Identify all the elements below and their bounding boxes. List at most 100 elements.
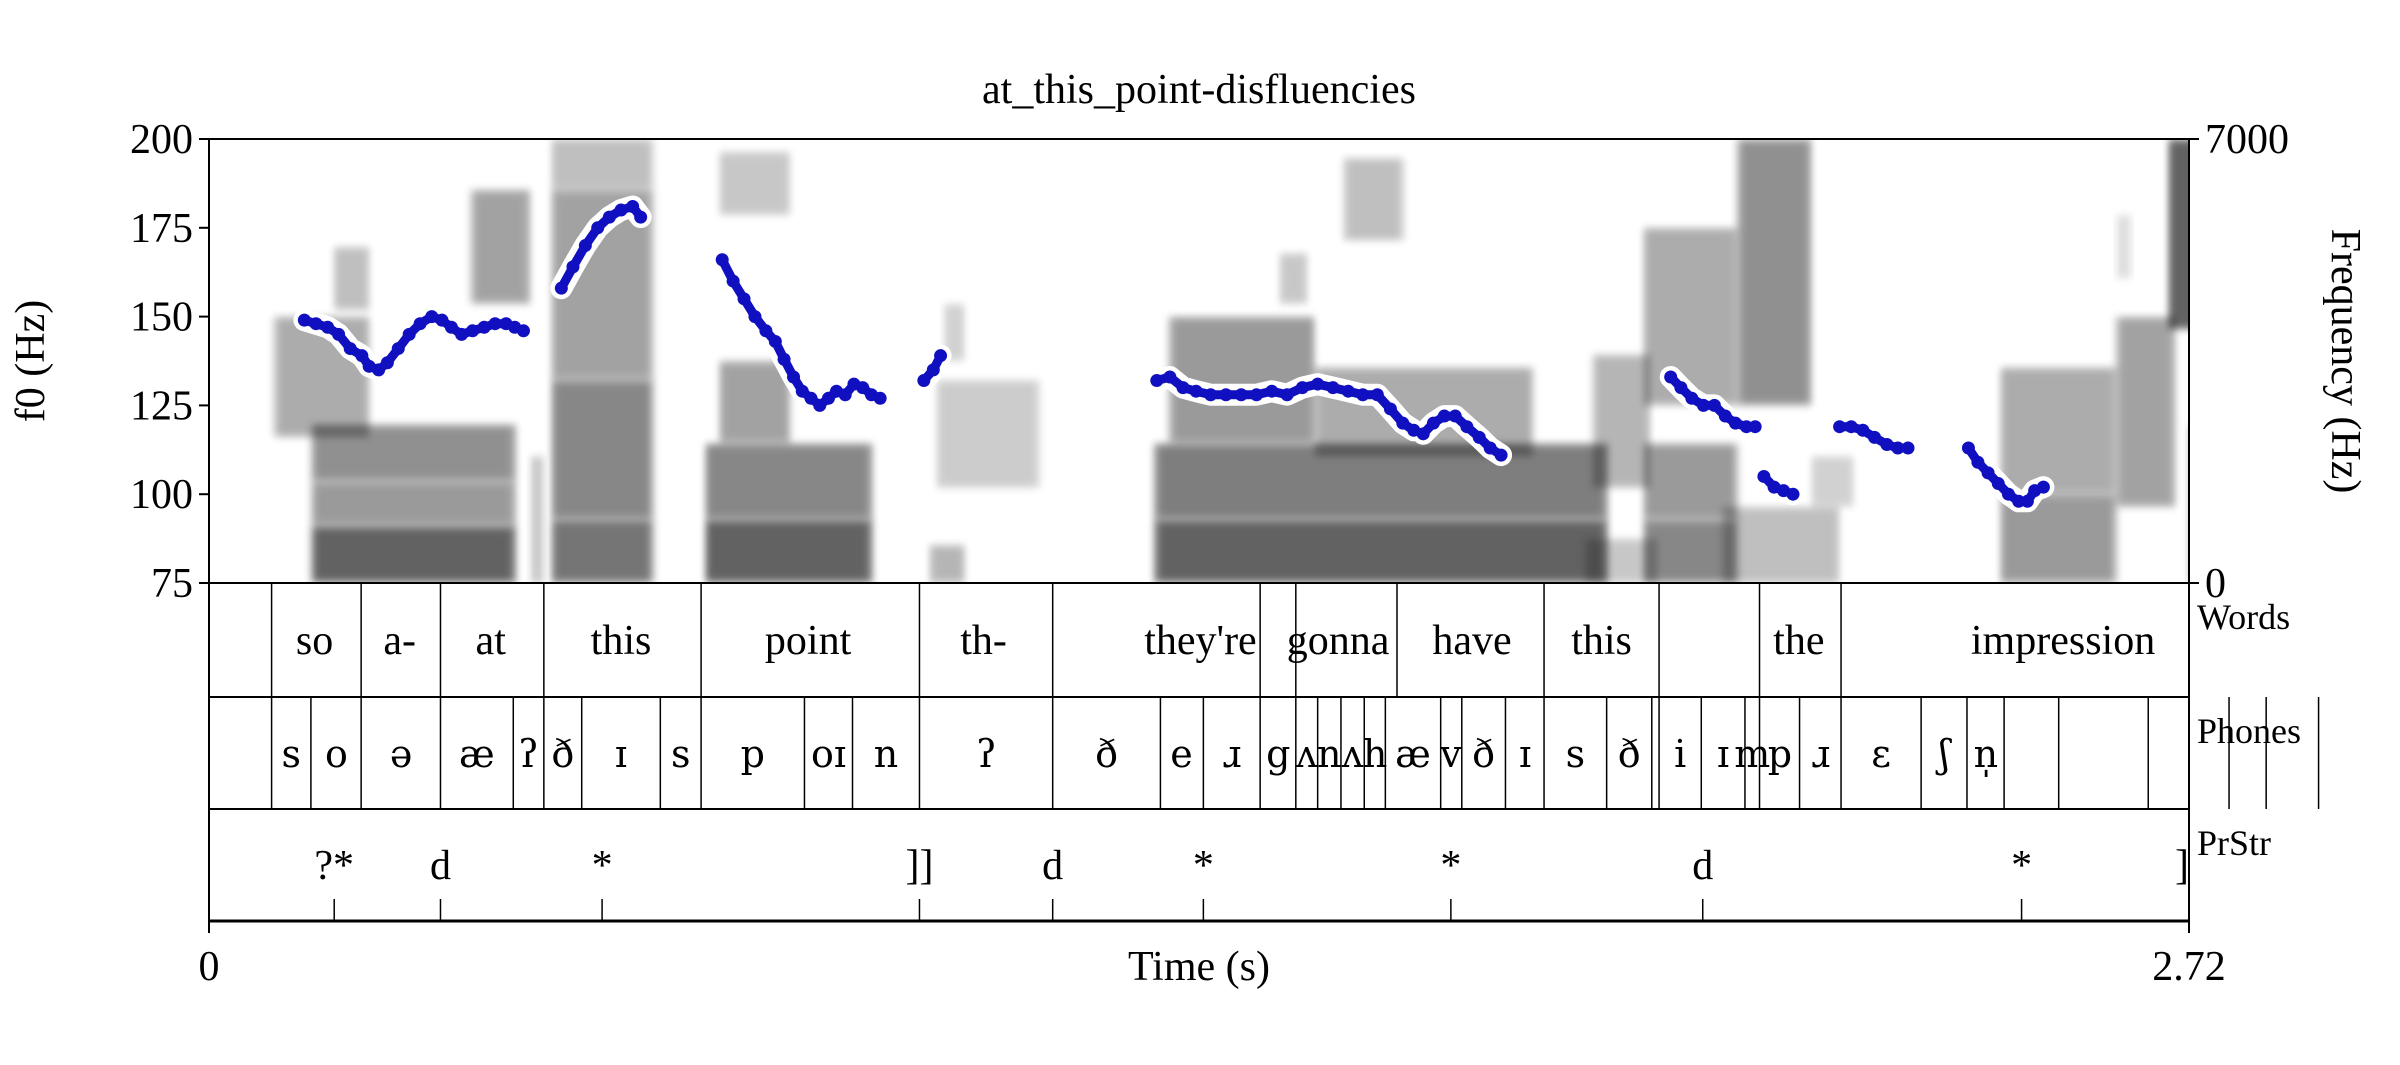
pitch-point [1696, 398, 1710, 412]
pitch-point [309, 317, 323, 331]
pitch-point [1664, 370, 1678, 384]
pitch-point [1163, 370, 1177, 384]
tier-label: ʔ [518, 732, 538, 776]
pitch-point [626, 199, 640, 213]
pitch-point [1494, 448, 1508, 462]
spectrogram-energy [332, 246, 370, 311]
tier-label: ɪ [615, 732, 627, 776]
pitch-track [293, 195, 2055, 513]
tier-label: e [1170, 732, 1193, 776]
pitch-point [1326, 381, 1340, 395]
pitch-point [297, 313, 311, 327]
axes: 75 100 125 150 175 200 0 7000 0 2.72 [130, 117, 2289, 990]
tier-label: * [1193, 843, 1214, 889]
pitch-point [1150, 374, 1164, 388]
pitch-point [1901, 441, 1915, 455]
pitch-point [466, 324, 480, 338]
spectrogram-energy [529, 456, 544, 583]
tier-name: PrStr [2197, 823, 2271, 863]
pitch-point [768, 334, 782, 348]
spectrogram-energy [1155, 519, 1607, 583]
spectrogram-energy [2167, 139, 2189, 330]
spectrogram-energy [718, 361, 792, 444]
freq-tick-label: 0 [2205, 561, 2226, 607]
tier-label: ɪ [1519, 732, 1531, 776]
tier-label: ɹ [1222, 732, 1241, 776]
pitch-point [1189, 384, 1203, 398]
pitch-point [1971, 455, 1985, 469]
tier-name: Phones [2197, 711, 2301, 751]
spectrogram-energy [2116, 316, 2175, 507]
pitch-point [1396, 416, 1410, 430]
pitch-point [1981, 466, 1995, 480]
tier-label: ð [1472, 732, 1495, 776]
pitch-point [1383, 402, 1397, 416]
time-tick-label: 2.72 [2152, 944, 2226, 990]
pitch-point [1707, 398, 1721, 412]
tier-label: ʔ [976, 732, 996, 776]
pitch-point [2020, 494, 2034, 508]
pitch-point [455, 327, 469, 341]
pitch-point [926, 363, 940, 377]
pitch-point [795, 384, 809, 398]
tier-label: p [1768, 732, 1792, 776]
tier-label: ð [1095, 732, 1118, 776]
pitch-point [1265, 384, 1279, 398]
pitch-point [777, 352, 791, 366]
tier-label: n [874, 732, 898, 776]
pitch-point [614, 203, 628, 217]
spectrogram [274, 139, 2342, 583]
tier-label: * [592, 843, 613, 889]
tier-label: ə [390, 732, 413, 776]
pitch-point [477, 320, 491, 334]
pitch-point [1685, 391, 1699, 405]
pitch-point [1416, 427, 1430, 441]
pitch-point [1204, 388, 1218, 402]
tier-label: ʃ [1935, 732, 1952, 776]
f0-tick-label: 125 [130, 383, 193, 429]
pitch-point [787, 370, 801, 384]
tier-label: ʌ [1341, 732, 1364, 776]
pitch-point [934, 349, 948, 363]
spectrogram-energy [1999, 367, 2117, 495]
spectrogram-energy [1643, 519, 1738, 583]
tier-label: æ [1395, 732, 1431, 776]
tier-label: ]] [905, 843, 933, 889]
tier-label: æ [459, 732, 495, 776]
pitch-point [1844, 420, 1858, 434]
pitch-point [578, 239, 592, 253]
spectrogram-energy [1723, 506, 1840, 583]
spectrogram-energy [944, 303, 967, 361]
tier-label: d [1692, 843, 1713, 889]
pitch-point [1718, 409, 1732, 423]
time-tick-label: 0 [199, 944, 220, 990]
spectrogram-energy [2291, 526, 2342, 583]
pitch-point [488, 317, 502, 331]
spectrogram-energy [929, 544, 967, 583]
pitch-point [1891, 441, 1905, 455]
pitch-point [554, 281, 568, 295]
spectrogram-energy [310, 525, 515, 583]
y-axis-left-label: f0 (Hz) [8, 300, 54, 422]
pitch-point [1311, 377, 1325, 391]
pitch-point [425, 310, 439, 324]
tier-label: at [476, 618, 507, 664]
tier-label: a- [383, 618, 416, 664]
pitch-point [1472, 430, 1486, 444]
pitch-point [1748, 420, 1762, 434]
spectrogram-energy [471, 189, 530, 304]
tier-label: ɪ [1717, 732, 1729, 776]
spectrogram-energy [551, 139, 654, 190]
pitch-point [1448, 409, 1462, 423]
pitch-point [1356, 388, 1370, 402]
pitch-point [2001, 487, 2015, 501]
tier-label: g [1266, 732, 1290, 776]
spectrogram-energy [704, 519, 872, 583]
pitch-point [355, 349, 369, 363]
pitch-point [1219, 388, 1233, 402]
tier-label: point [765, 618, 852, 664]
tier-label: n [1317, 732, 1341, 776]
tier-label: * [2011, 843, 2032, 889]
pitch-point [917, 374, 931, 388]
tier-label: ʌ [1295, 732, 1318, 776]
